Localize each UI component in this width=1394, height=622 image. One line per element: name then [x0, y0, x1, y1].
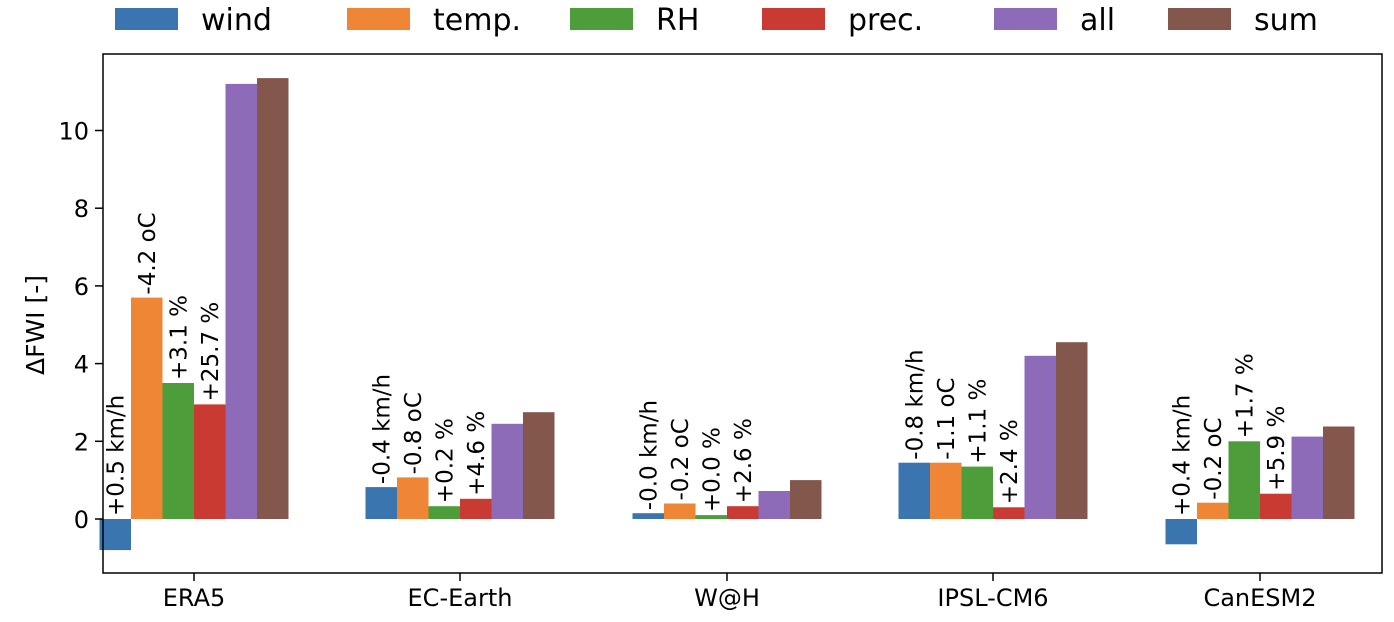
- bar-annotation: +0.4 km/h: [1169, 395, 1195, 516]
- legend-swatch-sum: [1168, 8, 1231, 30]
- plot-frame: [102, 53, 1383, 574]
- y-tick-label: 4: [74, 351, 89, 379]
- bar-annotation: +1.1 %: [965, 379, 991, 464]
- bar-annotation: -0.2 oC: [1201, 417, 1227, 499]
- bar-RH-IPSLCM6: [961, 466, 993, 519]
- bar-all-WH: [758, 491, 790, 519]
- bar-wind-WH: [632, 513, 664, 519]
- bar-wind-CanESM2: [1165, 519, 1197, 545]
- bar-RH-ECEarth: [428, 506, 460, 519]
- y-axis-label: ΔFWI [-]: [21, 275, 50, 375]
- y-tick-label: 8: [74, 195, 89, 223]
- legend-label: all: [1080, 3, 1115, 38]
- y-tick-label: 0: [74, 506, 89, 534]
- legend-swatch-temp: [347, 8, 410, 30]
- legend-label: sum: [1254, 3, 1318, 38]
- bar-sum-WH: [790, 480, 822, 519]
- bar-annotation: -0.0 km/h: [636, 400, 662, 510]
- bar-annotation: -1.1 oC: [934, 377, 960, 459]
- legend-swatch-all: [994, 8, 1057, 30]
- bar-prec-ECEarth: [460, 498, 492, 519]
- bar-temp-ERA5: [131, 297, 163, 519]
- bar-annotation: +1.7 %: [1232, 353, 1258, 438]
- bar-annotation: +0.0 %: [699, 427, 725, 512]
- axes: 0 2 4 6 8 10 ERA5 EC-Earth W@H IPSL-CM6 CanESM2: [58, 53, 1383, 612]
- bar-sum-CanESM2: [1323, 426, 1355, 519]
- bar-prec-WH: [727, 506, 759, 519]
- bar-annotation: +3.1 %: [166, 295, 192, 380]
- bar-temp-CanESM2: [1197, 502, 1229, 519]
- bar-sum-ECEarth: [523, 412, 555, 519]
- x-tick-label: IPSL-CM6: [937, 584, 1048, 612]
- legend: wind temp. RH prec. all sum: [115, 3, 1318, 38]
- bar-temp-WH: [664, 503, 696, 519]
- bar-annotations: +0.5 km/h-4.2 oC+3.1 % +25.7 %-0.4 km/h -0…: [103, 212, 1290, 516]
- x-tick-label: EC-Earth: [408, 584, 513, 612]
- bars: [99, 78, 1355, 551]
- bar-RH-WH: [695, 515, 727, 519]
- y-tick-label: 6: [74, 273, 89, 301]
- bar-annotation: -0.4 km/h: [369, 374, 395, 484]
- legend-label: wind: [201, 3, 272, 38]
- bar-prec-ERA5: [194, 404, 226, 519]
- bar-annotation: +2.4 %: [997, 419, 1023, 504]
- bar-annotation: +0.2 %: [432, 418, 458, 503]
- bar-annotation: -0.8 oC: [401, 392, 427, 474]
- bar-annotation: -0.2 oC: [668, 418, 694, 500]
- legend-label: prec.: [848, 3, 923, 38]
- legend-swatch-prec: [762, 8, 825, 30]
- legend-swatch-wind: [115, 8, 178, 30]
- bar-RH-ERA5: [162, 383, 194, 519]
- bar-sum-ERA5: [257, 78, 289, 519]
- bar-all-ERA5: [225, 83, 257, 520]
- bar-all-ECEarth: [491, 423, 523, 519]
- bar-annotation: +0.5 km/h: [103, 395, 129, 516]
- legend-label: RH: [656, 3, 699, 38]
- x-tick-label: ERA5: [163, 584, 226, 612]
- bar-annotation: -4.2 oC: [135, 212, 161, 294]
- bar-RH-CanESM2: [1228, 441, 1260, 519]
- bar-annotation: +2.6 %: [731, 418, 757, 503]
- y-tick-label: 2: [74, 428, 89, 456]
- bar-prec-IPSLCM6: [993, 507, 1025, 519]
- bar-wind-ERA5: [99, 519, 131, 551]
- y-tick-label: 10: [58, 118, 89, 146]
- legend-label: temp.: [433, 3, 521, 38]
- bar-prec-CanESM2: [1260, 493, 1292, 519]
- bar-annotation: +4.6 %: [464, 411, 490, 496]
- x-tick-label: CanESM2: [1203, 584, 1316, 612]
- bar-temp-IPSLCM6: [930, 462, 962, 519]
- bar-wind-ECEarth: [365, 487, 397, 519]
- bar-annotation: -0.8 km/h: [902, 349, 928, 459]
- bar-annotation: +5.9 %: [1264, 406, 1290, 491]
- x-tick-label: W@H: [694, 584, 760, 612]
- bar-sum-IPSLCM6: [1056, 342, 1088, 519]
- bar-all-IPSLCM6: [1024, 355, 1056, 519]
- bar-all-CanESM2: [1291, 436, 1323, 519]
- legend-swatch-RH: [570, 8, 633, 30]
- bar-temp-ECEarth: [397, 477, 429, 519]
- bar-wind-IPSLCM6: [898, 462, 930, 519]
- bar-annotation: +25.7 %: [198, 302, 224, 402]
